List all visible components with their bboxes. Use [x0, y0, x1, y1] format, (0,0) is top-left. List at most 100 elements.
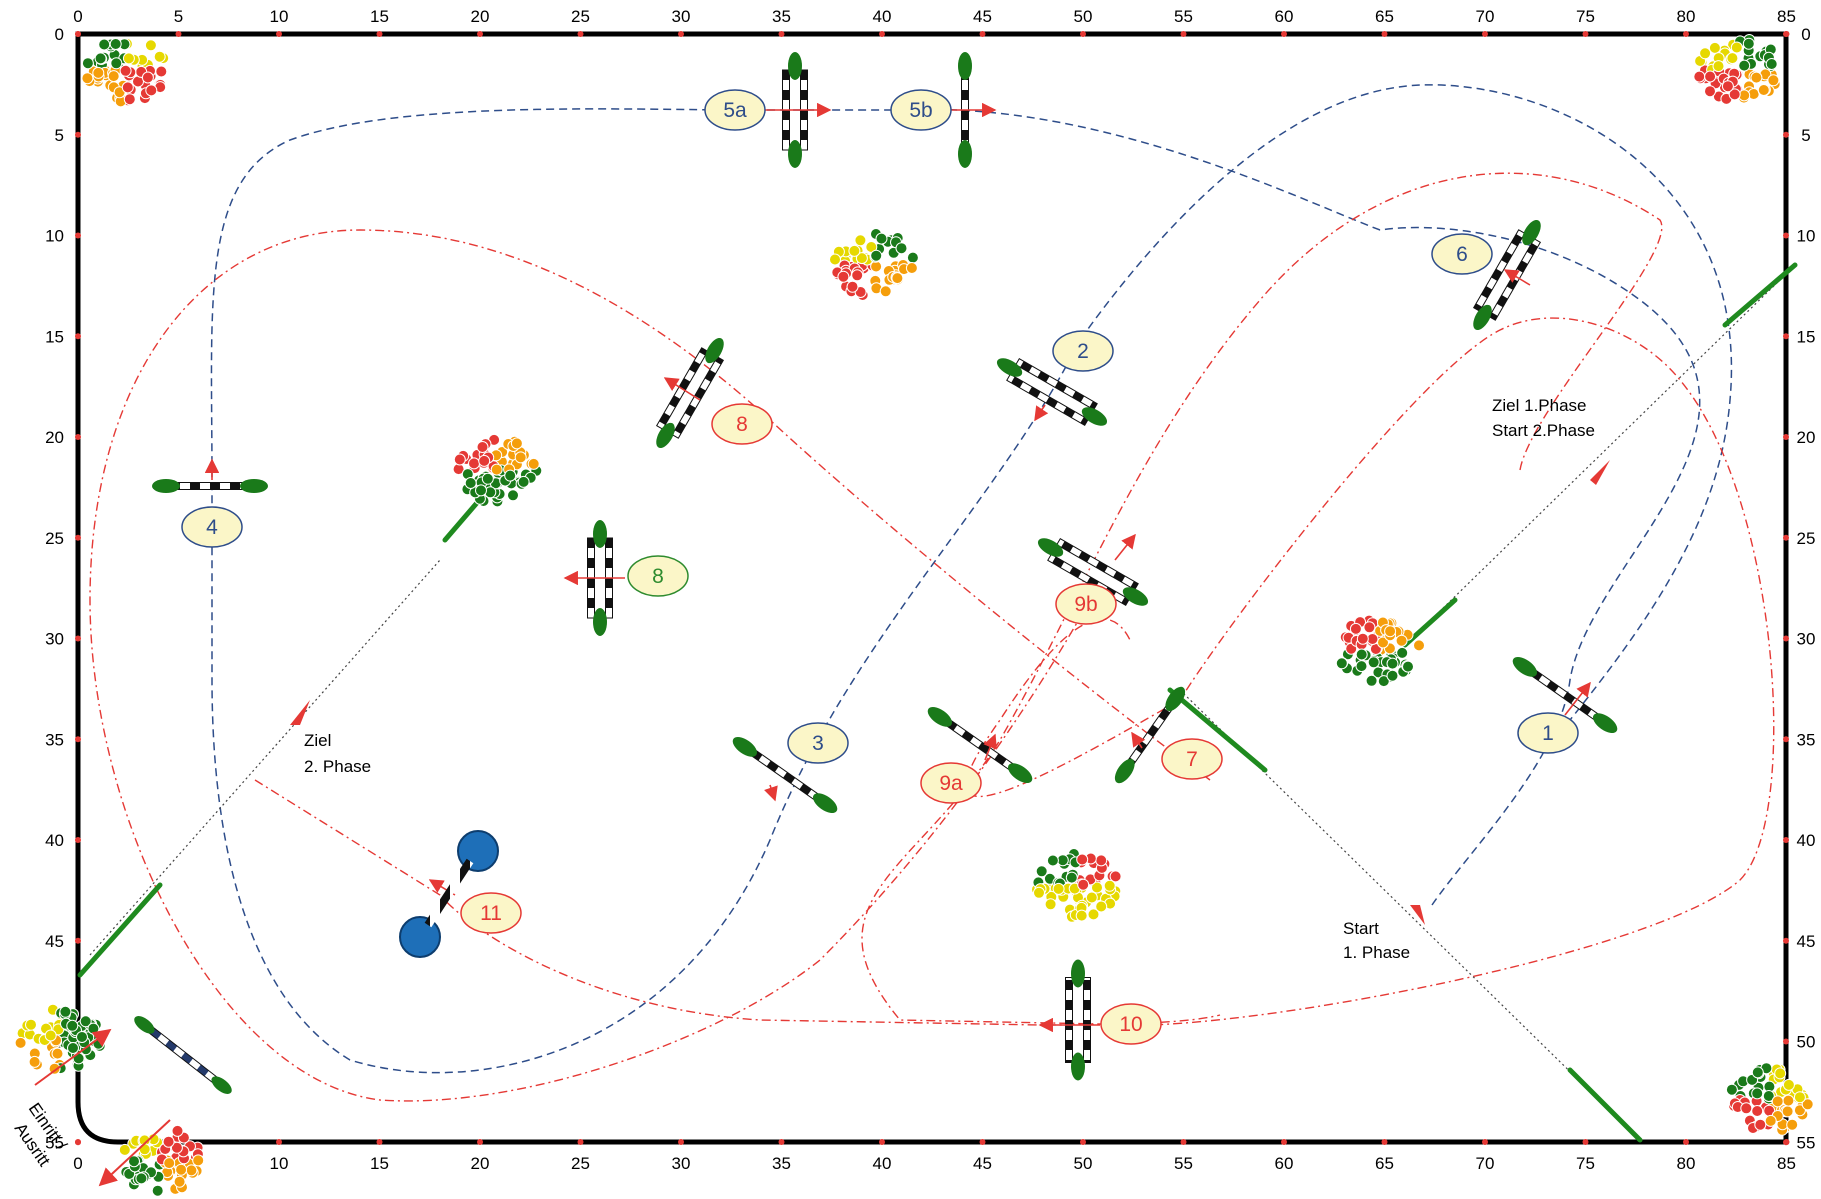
direction-arrow [290, 700, 310, 725]
ruler-bottom-label: 65 [1375, 1154, 1394, 1173]
obstacle-label-8-red: 8 [711, 403, 773, 445]
ruler-tick [1783, 534, 1789, 541]
obstacle-label-9a: 9a [920, 762, 982, 804]
ruler-right-label: 35 [1797, 730, 1816, 749]
fences [134, 52, 1618, 1094]
ruler-bottom-label: 75 [1576, 1154, 1595, 1173]
ruler-bottom-label: 20 [471, 1154, 490, 1173]
fence-11-pole [424, 858, 474, 928]
ruler-tick [75, 131, 81, 138]
route-phase-1 [210, 84, 1733, 1074]
ruler-top-label: 50 [1074, 7, 1093, 26]
ruler-top-label: 30 [672, 7, 691, 26]
obstacle-label-2: 2 [1052, 330, 1114, 372]
ruler-top-label: 55 [1174, 7, 1193, 26]
ruler-tick [879, 1139, 885, 1145]
ruler-right-label: 30 [1797, 630, 1816, 649]
fence-entrance [134, 1016, 232, 1094]
ruler-tick [1482, 31, 1488, 37]
ruler-bottom-label: 70 [1476, 1154, 1495, 1173]
flower-arrangement [14, 1003, 106, 1075]
ruler-tick [75, 937, 81, 944]
ruler-top-label: 85 [1777, 7, 1796, 26]
svg-text:5b: 5b [909, 99, 932, 122]
ruler-tick [1783, 434, 1789, 440]
finish-flag [1402, 597, 1458, 648]
flower-arrangement [1725, 1062, 1814, 1136]
ruler-tick [1783, 736, 1789, 743]
flower-arrangement [452, 433, 543, 508]
finish-flag [1722, 262, 1798, 328]
ruler-tick [1180, 31, 1187, 37]
ruler-right-label: 5 [1801, 126, 1810, 145]
finish-line-phase-1 [1399, 279, 1781, 651]
ruler-bottom-label: 10 [270, 1154, 289, 1173]
ruler-tick [879, 31, 885, 37]
start-flag [1167, 687, 1268, 773]
flower-decorations [14, 34, 1814, 1197]
ruler-tick [1080, 31, 1086, 37]
obstacle-label-5a: 5a [704, 89, 766, 131]
svg-text:4: 4 [206, 516, 218, 539]
svg-text:6: 6 [1456, 243, 1468, 266]
entrance-arrow-out [98, 1119, 171, 1187]
ruler-tick [75, 333, 81, 340]
fence-7 [1114, 686, 1186, 784]
start-phase-2-label: Start 2.Phase [1492, 421, 1595, 440]
ruler-right-label: 0 [1801, 25, 1810, 44]
ruler-tick [376, 31, 383, 37]
obstacle-label-10: 10 [1100, 1003, 1162, 1045]
fence-4 [152, 479, 268, 493]
ruler-bottom-label: 40 [873, 1154, 892, 1173]
jump-direction-arrow [764, 784, 778, 802]
ruler-bottom-label: 35 [772, 1154, 791, 1173]
start-flag [1567, 1067, 1643, 1143]
fence-1 [1512, 657, 1618, 733]
ruler-left-label: 35 [45, 730, 64, 749]
fence-2 [996, 357, 1108, 427]
obstacle-label-4: 4 [181, 506, 243, 548]
ruler-bottom-label: 55 [1174, 1154, 1193, 1173]
entrance-arrow-in [34, 1028, 112, 1086]
ruler-tick [1281, 1139, 1287, 1145]
svg-text:11: 11 [480, 902, 502, 925]
obstacle-label-11: 11 [460, 892, 522, 934]
ruler-bottom-label: 0 [73, 1154, 82, 1173]
ruler-tick [1783, 1038, 1789, 1045]
ruler-tick [1482, 1139, 1488, 1145]
ruler-tick [1080, 1139, 1086, 1145]
ruler-bottom-label: 50 [1074, 1154, 1093, 1173]
finish-phase-2-label-2: 2. Phase [304, 757, 371, 776]
ruler-top-label: 75 [1576, 7, 1595, 26]
ruler-tick [276, 31, 282, 37]
ruler-tick [1783, 937, 1789, 944]
ruler-tick [477, 1139, 483, 1145]
ruler-right-label: 55 [1797, 1133, 1816, 1152]
flower-arrangement [81, 37, 170, 108]
ruler-tick [75, 1139, 81, 1146]
ruler-right-label: 50 [1797, 1033, 1816, 1052]
ruler-tick [1582, 31, 1589, 37]
svg-text:9b: 9b [1074, 593, 1097, 616]
ruler-top-label: 45 [973, 7, 992, 26]
fence-10 [1065, 959, 1091, 1081]
ruler-tick [678, 1139, 684, 1145]
obstacle-label-3: 3 [787, 722, 849, 764]
ruler-tick [577, 1139, 584, 1145]
ruler-bottom-label: 85 [1777, 1154, 1796, 1173]
obstacle-label-9b: 9b [1055, 583, 1117, 625]
ruler-tick [1381, 1139, 1388, 1145]
ruler-tick [1783, 1139, 1789, 1146]
ruler-top-label: 10 [270, 7, 289, 26]
ruler-tick [1783, 31, 1789, 37]
ruler-bottom-label: 30 [672, 1154, 691, 1173]
ruler-bottom-label: 25 [571, 1154, 590, 1173]
ruler-tick [678, 31, 684, 37]
direction-arrow [1590, 460, 1610, 485]
ruler-top-label: 70 [1476, 7, 1495, 26]
ruler-tick [75, 837, 81, 843]
ruler-left-label: 40 [45, 831, 64, 850]
svg-text:3: 3 [812, 732, 824, 755]
start-phase-1-label-2: 1. Phase [1343, 943, 1410, 962]
ruler-left-label: 15 [45, 327, 64, 346]
